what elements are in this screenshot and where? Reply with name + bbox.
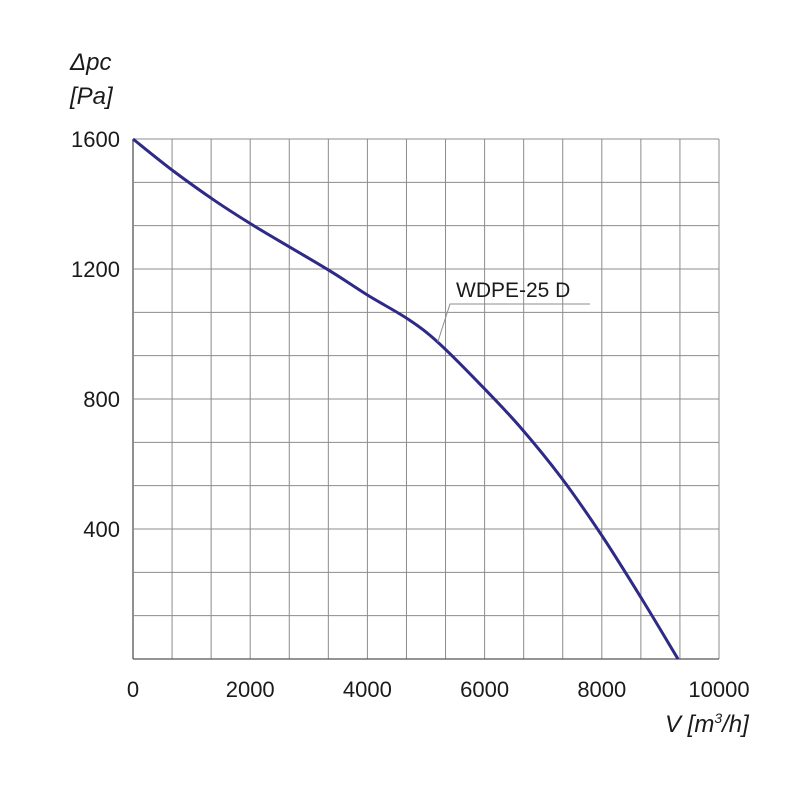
y-axis-label-unit: [Pa] bbox=[69, 83, 114, 110]
grid bbox=[132, 138, 720, 660]
curve-label-leader bbox=[437, 303, 590, 343]
y-axis-label-quantity: Δpc bbox=[69, 49, 111, 76]
x-axis-label: V [m3/h] bbox=[665, 710, 750, 738]
curve-label: WDPE-25 D bbox=[456, 279, 570, 302]
x-tick-label: 2000 bbox=[226, 677, 275, 702]
y-tick-label: 400 bbox=[83, 517, 120, 542]
x-tick-label: 10000 bbox=[688, 677, 749, 702]
series-line bbox=[132, 137, 680, 660]
series-curves: WDPE-25 D bbox=[132, 137, 680, 660]
x-axis-label-superscript: 3 bbox=[714, 710, 722, 726]
x-tick-label: 0 bbox=[127, 677, 139, 702]
x-tick-label: 6000 bbox=[460, 677, 509, 702]
x-tick-label: 8000 bbox=[577, 677, 626, 702]
x-axis-label-suffix: /h] bbox=[720, 711, 750, 738]
y-tick-label: 800 bbox=[83, 387, 120, 412]
x-axis-label-prefix: V [m bbox=[665, 711, 714, 738]
y-tick-label: 1200 bbox=[71, 257, 120, 282]
tick-labels: 0 2000 4000 6000 8000 10000 400 800 1200 1600 bbox=[71, 127, 750, 702]
x-tick-label: 4000 bbox=[343, 677, 392, 702]
y-tick-label: 1600 bbox=[71, 127, 120, 152]
